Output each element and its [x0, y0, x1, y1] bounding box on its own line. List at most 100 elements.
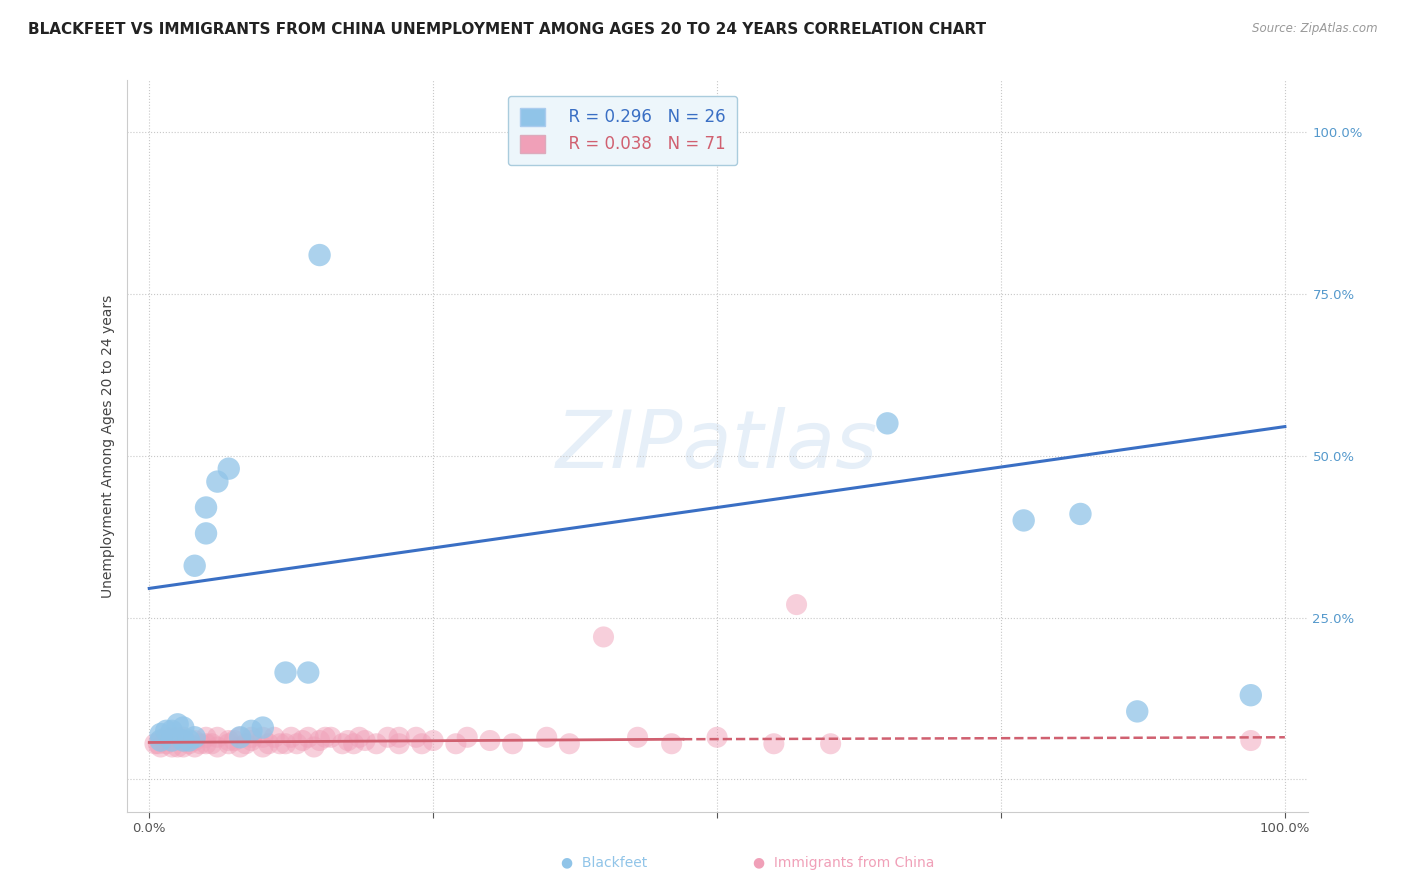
Point — [388, 737, 411, 751]
Point — [319, 731, 342, 745]
Point — [263, 731, 285, 745]
Point — [195, 737, 218, 751]
Point — [183, 739, 205, 754]
Point — [1240, 688, 1263, 702]
Point — [177, 733, 200, 747]
Point — [297, 731, 319, 745]
Point — [160, 723, 183, 738]
Point — [160, 731, 183, 745]
Point — [377, 731, 399, 745]
Point — [1069, 507, 1091, 521]
Point — [143, 737, 166, 751]
Point — [626, 731, 648, 745]
Point — [207, 739, 229, 754]
Point — [172, 739, 194, 754]
Text: ●  Blackfeet: ● Blackfeet — [561, 855, 648, 870]
Point — [302, 739, 325, 754]
Point — [172, 721, 194, 735]
Point — [166, 731, 188, 745]
Point — [405, 731, 427, 745]
Point — [336, 733, 359, 747]
Point — [366, 737, 388, 751]
Point — [149, 727, 172, 741]
Point — [558, 737, 581, 751]
Point — [207, 475, 229, 489]
Point — [478, 733, 501, 747]
Point — [274, 665, 297, 680]
Point — [592, 630, 614, 644]
Point — [330, 737, 353, 751]
Point — [314, 731, 336, 745]
Point — [820, 737, 842, 751]
Point — [195, 731, 218, 745]
Point — [422, 733, 444, 747]
Point — [172, 733, 194, 747]
Point — [1012, 513, 1035, 527]
Point — [240, 723, 263, 738]
Point — [240, 731, 263, 745]
Point — [229, 731, 252, 745]
Point — [218, 733, 240, 747]
Point — [1240, 733, 1263, 747]
Point — [285, 737, 308, 751]
Point — [456, 731, 478, 745]
Point — [201, 737, 224, 751]
Point — [166, 739, 188, 754]
Point — [786, 598, 808, 612]
Point — [252, 739, 274, 754]
Point — [235, 737, 257, 751]
Point — [354, 733, 377, 747]
Point — [218, 737, 240, 751]
Point — [218, 461, 240, 475]
Point — [1126, 705, 1149, 719]
Point — [388, 731, 411, 745]
Point — [343, 737, 366, 751]
Point — [160, 733, 183, 747]
Point — [229, 739, 252, 754]
Point — [291, 733, 314, 747]
Point — [160, 733, 183, 747]
Text: ●  Immigrants from China: ● Immigrants from China — [752, 855, 935, 870]
Point — [297, 665, 319, 680]
Text: ZIPatlas: ZIPatlas — [555, 407, 879, 485]
Point — [149, 739, 172, 754]
Text: Source: ZipAtlas.com: Source: ZipAtlas.com — [1253, 22, 1378, 36]
Point — [155, 737, 177, 751]
Point — [252, 731, 274, 745]
Point — [280, 731, 302, 745]
Point — [536, 731, 558, 745]
Point — [177, 737, 200, 751]
Point — [240, 733, 263, 747]
Point — [876, 417, 898, 431]
Legend:   R = 0.296   N = 26,   R = 0.038   N = 71: R = 0.296 N = 26, R = 0.038 N = 71 — [508, 96, 737, 165]
Point — [224, 733, 246, 747]
Point — [661, 737, 683, 751]
Point — [252, 721, 274, 735]
Point — [257, 737, 280, 751]
Point — [229, 731, 252, 745]
Point — [207, 731, 229, 745]
Point — [706, 731, 728, 745]
Point — [274, 737, 297, 751]
Point — [160, 739, 183, 754]
Point — [149, 733, 172, 747]
Point — [155, 731, 177, 745]
Point — [411, 737, 433, 751]
Point — [308, 248, 330, 262]
Point — [172, 733, 194, 747]
Point — [269, 737, 291, 751]
Point — [155, 723, 177, 738]
Point — [444, 737, 467, 751]
Point — [148, 737, 170, 751]
Point — [183, 731, 205, 745]
Point — [502, 737, 524, 751]
Point — [149, 733, 172, 747]
Point — [183, 558, 205, 573]
Y-axis label: Unemployment Among Ages 20 to 24 years: Unemployment Among Ages 20 to 24 years — [101, 294, 115, 598]
Point — [166, 717, 188, 731]
Point — [172, 731, 194, 745]
Point — [308, 733, 330, 747]
Text: BLACKFEET VS IMMIGRANTS FROM CHINA UNEMPLOYMENT AMONG AGES 20 TO 24 YEARS CORREL: BLACKFEET VS IMMIGRANTS FROM CHINA UNEMP… — [28, 22, 986, 37]
Point — [349, 731, 371, 745]
Point — [195, 500, 218, 515]
